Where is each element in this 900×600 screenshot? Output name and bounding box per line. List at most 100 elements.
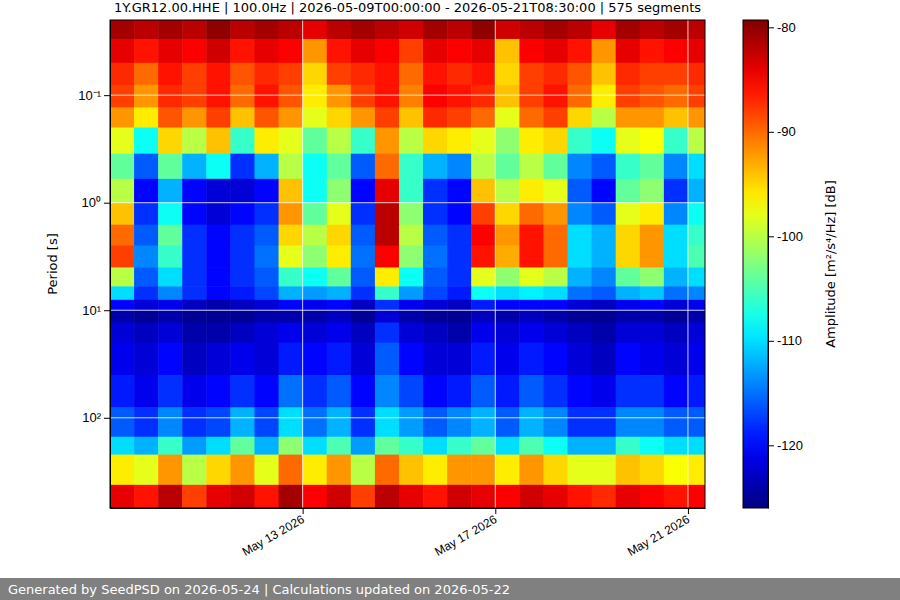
heatmap-cell: [447, 225, 472, 246]
heatmap-cell: [543, 20, 568, 39]
colorbar-tick: -100: [768, 229, 803, 244]
heatmap-cell: [495, 63, 520, 85]
grid-line-x: [302, 20, 303, 508]
heatmap-cell: [303, 225, 328, 246]
heatmap-cell: [568, 485, 593, 508]
heatmap-cell: [375, 85, 400, 108]
heatmap-cell: [110, 267, 135, 286]
colorbar-tick-mark: [768, 341, 774, 342]
heatmap-cell: [327, 154, 352, 180]
x-tick: May 21 2026: [625, 508, 692, 559]
heatmap-cell: [254, 286, 279, 300]
heatmap-cell: [688, 20, 705, 39]
heatmap-cell: [158, 128, 183, 155]
colorbar-tick-label: -100: [777, 229, 803, 244]
heatmap-cell: [134, 437, 159, 455]
heatmap-cell: [254, 20, 279, 39]
heatmap-cell: [158, 107, 183, 128]
heatmap-cell: [351, 310, 376, 323]
heatmap-cell: [327, 128, 352, 155]
heatmap-cell: [254, 179, 279, 203]
heatmap-cell: [616, 39, 641, 63]
heatmap-cell: [110, 455, 135, 486]
heatmap-cell: [110, 63, 135, 85]
heatmap-cell: [495, 39, 520, 63]
heatmap-cell: [471, 154, 496, 180]
heatmap-cell: [279, 39, 304, 63]
heatmap-cell: [664, 286, 689, 300]
heatmap-cell: [664, 85, 689, 108]
heatmap-cell: [423, 203, 448, 225]
y-tick: 10⁰: [82, 195, 110, 210]
heatmap-cell: [351, 85, 376, 108]
heatmap-cell: [375, 437, 400, 455]
heatmap-cell: [543, 203, 568, 225]
x-axis: May 13 2026May 17 2026May 21 2026: [111, 508, 706, 559]
heatmap-cell: [279, 286, 304, 300]
heatmap-cell: [110, 485, 135, 508]
heatmap-cell: [640, 225, 665, 246]
heatmap-cell: [279, 203, 304, 225]
heatmap-cell: [688, 246, 705, 268]
heatmap-cell: [471, 407, 496, 437]
y-tick: 10¹: [82, 303, 110, 318]
heatmap-cell: [495, 286, 520, 300]
heatmap-cell: [543, 407, 568, 437]
heatmap-cell: [495, 85, 520, 108]
heatmap-cell: [664, 154, 689, 180]
heatmap-cell: [279, 343, 304, 376]
heatmap-cell: [543, 310, 568, 323]
heatmap-cell: [664, 300, 689, 311]
heatmap-cell: [158, 85, 183, 108]
heatmap-cell: [230, 343, 255, 376]
heatmap-cell: [134, 407, 159, 437]
heatmap-cell: [495, 20, 520, 39]
y-tick-label: 10⁻¹: [78, 88, 101, 103]
heatmap-cell: [640, 128, 665, 155]
heatmap-cell: [423, 310, 448, 323]
heatmap-cell: [375, 154, 400, 180]
heatmap-cell: [351, 128, 376, 155]
grid-line-y: [110, 417, 705, 418]
heatmap-cell: [640, 407, 665, 437]
heatmap-cell: [182, 203, 207, 225]
heatmap-cell: [616, 203, 641, 225]
heatmap-cell: [134, 20, 159, 39]
heatmap-cell: [182, 63, 207, 85]
heatmap-cell: [495, 310, 520, 323]
heatmap-cell: [134, 300, 159, 311]
heatmap-cell: [182, 39, 207, 63]
chart-title: 1Y.GR12.00.HHE | 100.0Hz | 2026-05-09T00…: [114, 0, 701, 15]
heatmap-cell: [616, 485, 641, 508]
colorbar-tick-label: -80: [777, 20, 796, 35]
heatmap-cell: [471, 246, 496, 268]
heatmap-cell: [303, 323, 328, 344]
heatmap-cell: [254, 375, 279, 408]
heatmap-cell: [592, 407, 617, 437]
grid-line-x: [687, 20, 688, 508]
heatmap-cell: [375, 179, 400, 203]
heatmap-cell: [399, 20, 424, 39]
heatmap-cell: [375, 267, 400, 286]
heatmap-cell: [423, 437, 448, 455]
heatmap-cell: [519, 286, 544, 300]
heatmap-cell: [616, 323, 641, 344]
heatmap-cell: [206, 128, 231, 155]
heatmap-cell: [134, 246, 159, 268]
heatmap-cell: [543, 179, 568, 203]
heatmap-cell: [230, 179, 255, 203]
x-tick-label: May 21 2026: [625, 512, 692, 559]
heatmap-cell: [543, 286, 568, 300]
heatmap-cell: [568, 455, 593, 486]
footer-bar: [0, 578, 900, 600]
heatmap-cell: [303, 246, 328, 268]
heatmap-cell: [399, 485, 424, 508]
heatmap-cell: [519, 63, 544, 85]
heatmap-cell: [351, 286, 376, 300]
heatmap-cell: [543, 107, 568, 128]
heatmap-cell: [399, 225, 424, 246]
heatmap-cell: [303, 286, 328, 300]
heatmap-cell: [616, 286, 641, 300]
heatmap-cell: [134, 203, 159, 225]
heatmap-cell: [640, 455, 665, 486]
